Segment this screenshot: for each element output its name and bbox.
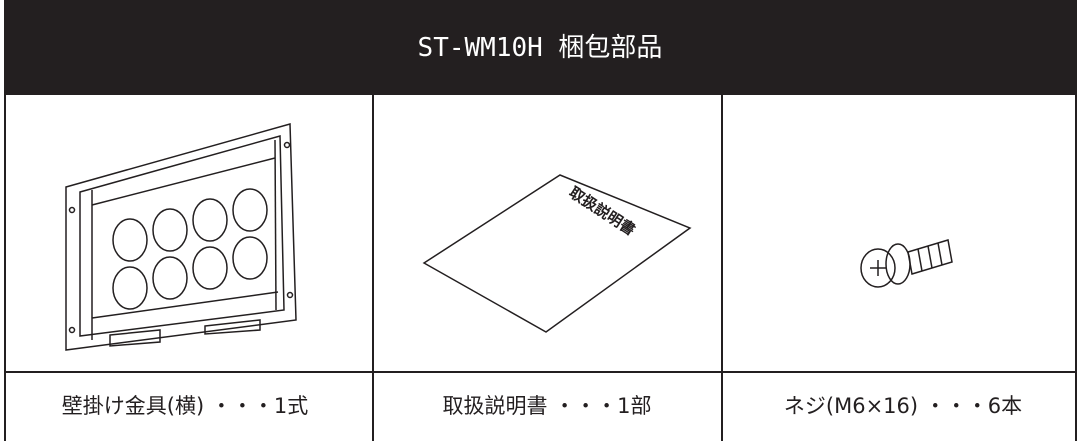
- item-caption: 取扱説明書 ・・・1部: [442, 394, 651, 418]
- header-bar: [4, 0, 1077, 95]
- item-caption: 壁掛け金具(横) ・・・1式: [62, 394, 308, 418]
- bracket-illustration: [65, 123, 297, 351]
- screw-illustration: [860, 239, 953, 288]
- item-caption: ネジ(M6×16) ・・・6本: [784, 394, 1022, 418]
- manual-illustration: 取扱説明書: [422, 174, 692, 333]
- header-title: ST-WM10H 梱包部品: [418, 33, 663, 63]
